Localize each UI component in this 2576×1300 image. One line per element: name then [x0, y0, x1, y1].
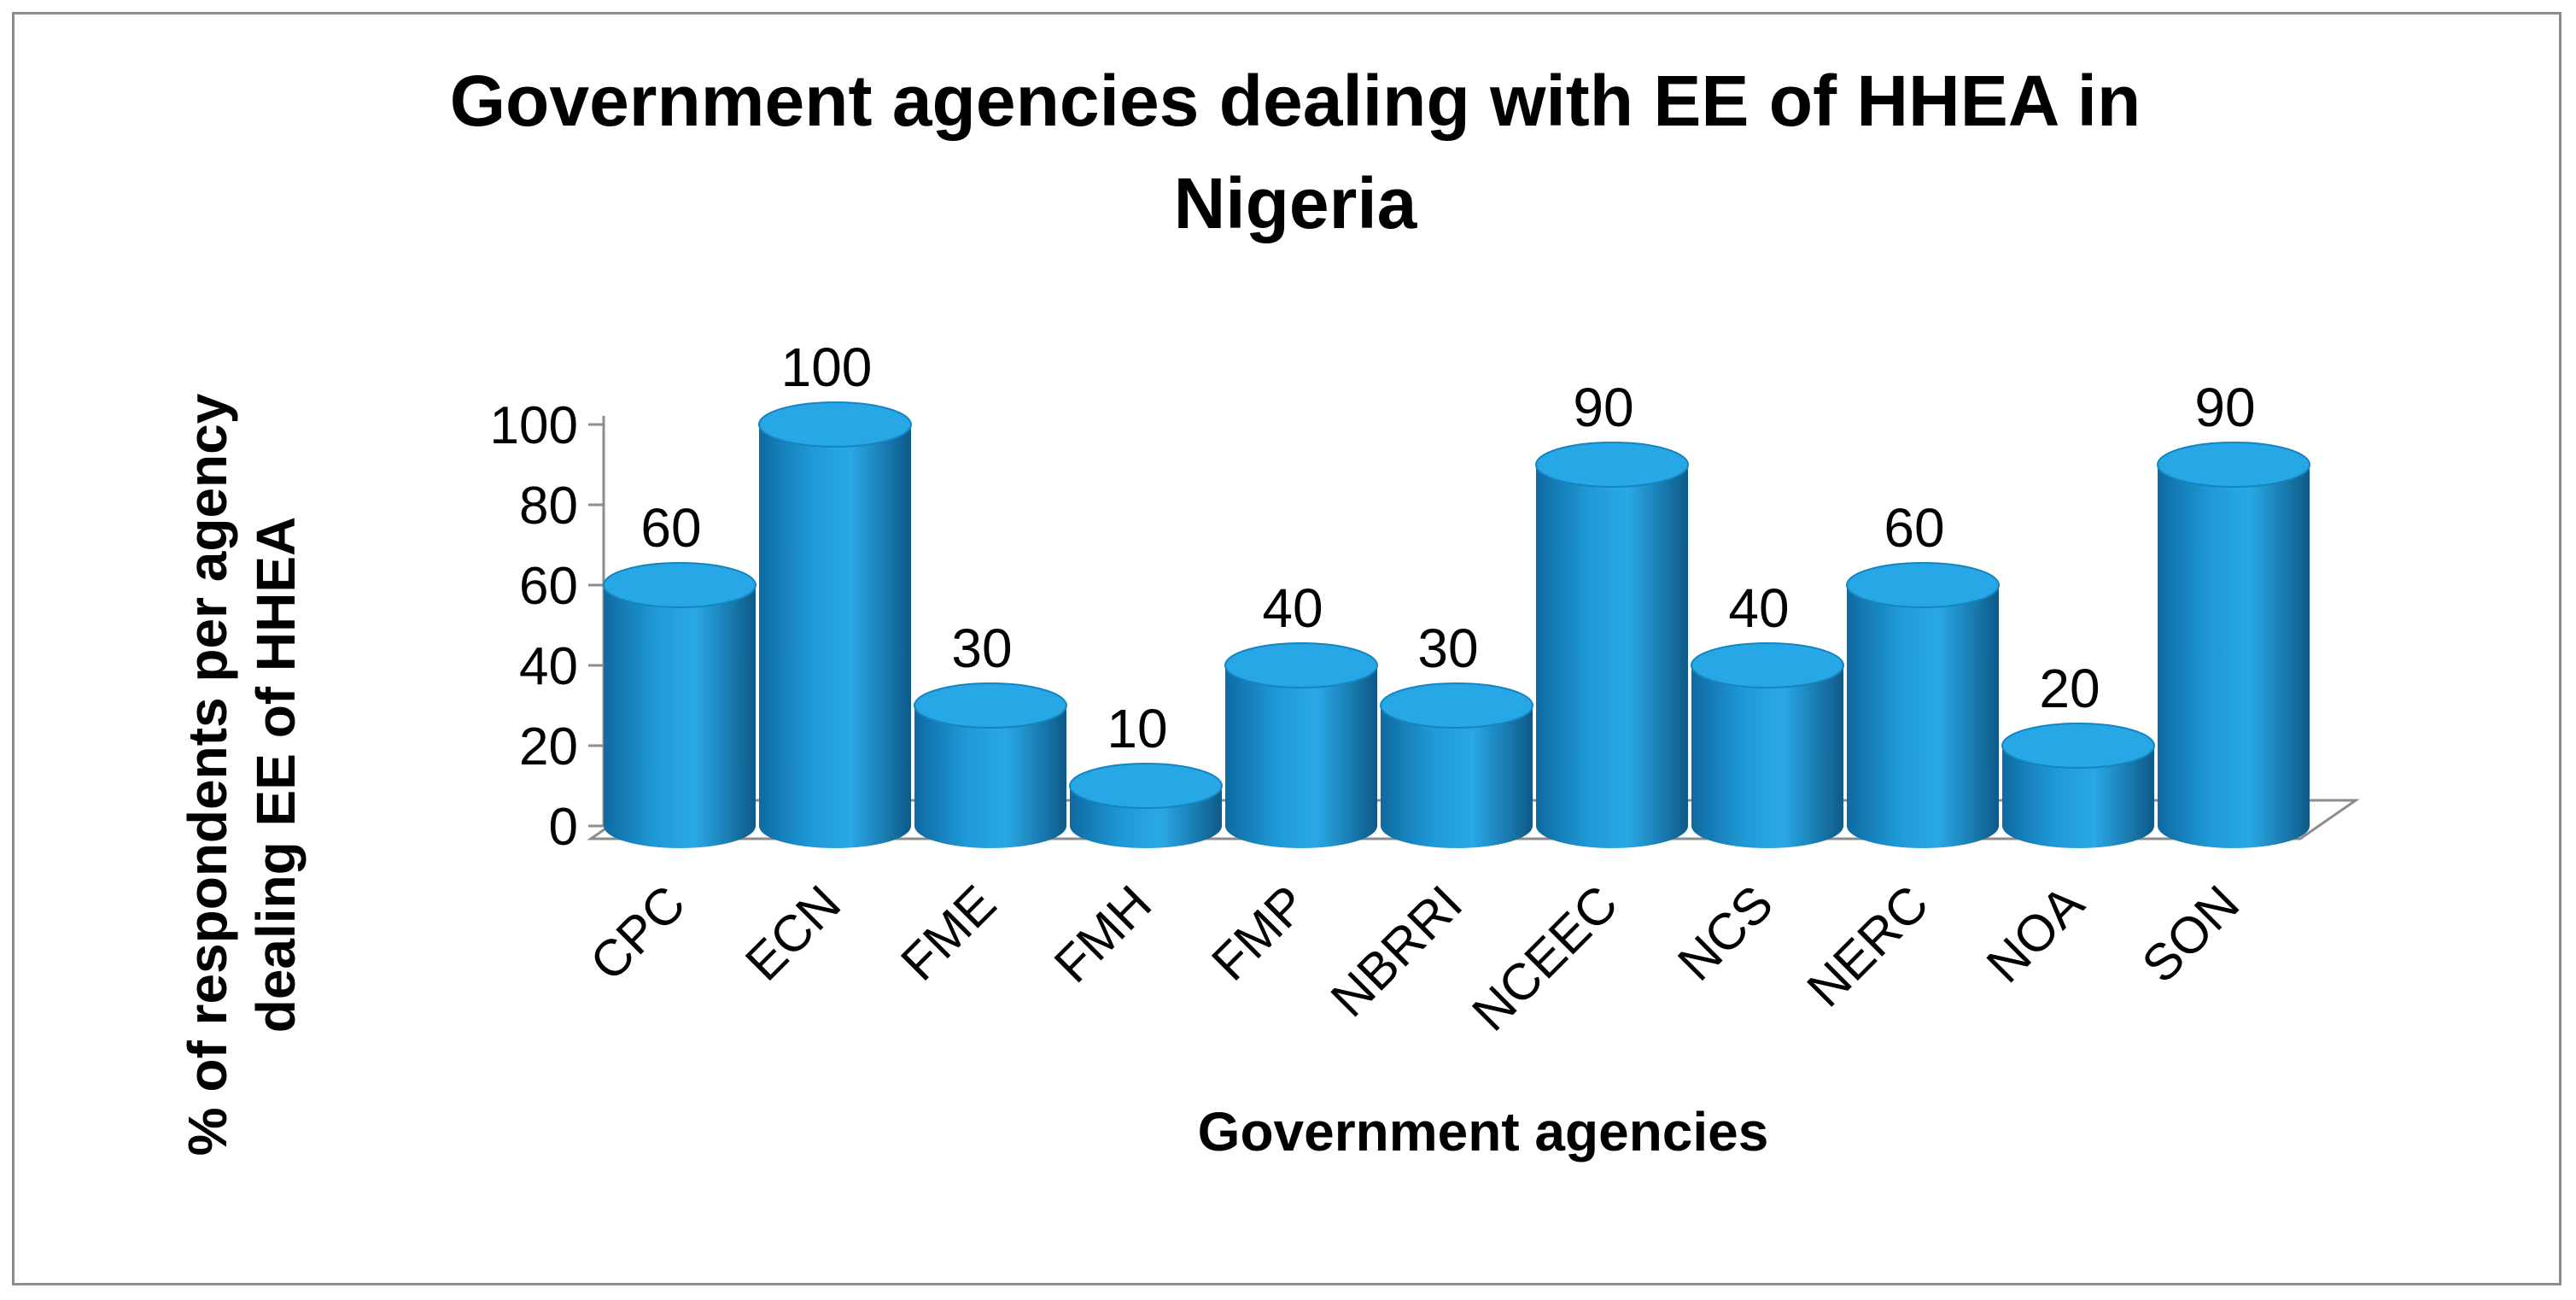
- bar-body: [1691, 665, 1843, 848]
- bar-body: [759, 425, 911, 848]
- bar-top: [2157, 442, 2310, 488]
- bar-top: [603, 562, 756, 608]
- bar-nerc: [1846, 562, 2000, 848]
- bar-ecn: [758, 401, 912, 848]
- category-label: FMH: [1043, 875, 1162, 993]
- category-label: NOA: [1976, 875, 2094, 993]
- bar-fmh: [1069, 763, 1223, 848]
- bar-top: [914, 682, 1067, 729]
- category-label: NERC: [1796, 875, 1940, 1018]
- data-labels: 60 100 30 10 40 30 90 40 60 20 90: [640, 337, 2255, 759]
- bar-top: [2001, 723, 2155, 769]
- bar-top: [1535, 442, 1689, 488]
- y-tick-label: 0: [549, 798, 578, 857]
- data-label: 10: [1107, 698, 1167, 759]
- bar-body: [604, 585, 756, 848]
- bars: [603, 401, 2310, 848]
- category-label: NCEEC: [1461, 875, 1628, 1042]
- bar-top: [1224, 642, 1378, 688]
- y-tick-label: 40: [519, 637, 578, 696]
- data-label: 90: [2194, 377, 2255, 438]
- bar-nbrri: [1380, 682, 1533, 848]
- bar-cpc: [603, 562, 756, 848]
- chart-title-line-2: Nigeria: [1174, 163, 1418, 243]
- y-tick-label: 20: [519, 717, 578, 776]
- bar-top: [1691, 642, 1844, 688]
- data-label: 60: [640, 497, 701, 559]
- y-tick-label: 80: [519, 477, 578, 536]
- bar-ncs: [1691, 642, 1844, 848]
- chart-title-line-1: Government agencies dealing with EE of H…: [450, 61, 2141, 141]
- data-label: 40: [1728, 577, 1789, 639]
- data-label: 60: [1884, 497, 1944, 559]
- bar-top: [1380, 682, 1533, 729]
- bar-body: [1225, 665, 1377, 848]
- bar-top: [758, 401, 912, 448]
- bar-body: [1536, 465, 1688, 848]
- bar-top: [1069, 763, 1223, 809]
- x-axis-title: Government agencies: [1198, 1101, 1769, 1162]
- data-label: 30: [1417, 618, 1478, 679]
- bar-body: [1847, 585, 1999, 848]
- bar-chart: Government agencies dealing with EE of H…: [177, 61, 2360, 1162]
- bar-body: [1381, 706, 1533, 848]
- bar-son: [2157, 442, 2310, 848]
- bar-fmp: [1224, 642, 1378, 848]
- category-label: ECN: [734, 875, 851, 992]
- category-label: NBRRI: [1320, 875, 1473, 1028]
- y-tick-label: 100: [490, 396, 578, 455]
- data-label: 40: [1262, 577, 1323, 639]
- bar-body: [2002, 746, 2154, 848]
- bar-body: [2158, 465, 2310, 848]
- chart-frame: Government agencies dealing with EE of H…: [12, 12, 2561, 1285]
- y-axis-title-line-2: dealing EE of HHEA: [245, 517, 307, 1034]
- bar-fme: [914, 682, 1067, 848]
- data-label: 20: [2039, 658, 2100, 719]
- bar-body: [914, 706, 1066, 848]
- data-label: 90: [1573, 377, 1633, 438]
- data-label: 30: [951, 618, 1012, 679]
- y-axis-title: % of respondents per agency dealing EE o…: [177, 393, 307, 1156]
- category-label: FME: [890, 875, 1007, 992]
- bar-top: [1846, 562, 2000, 608]
- bar-nceec: [1535, 442, 1689, 848]
- bar-noa: [2001, 723, 2155, 848]
- y-axis-title-line-1: % of respondents per agency: [177, 393, 238, 1156]
- y-tick-label: 60: [519, 557, 578, 616]
- category-label: NCS: [1667, 875, 1784, 992]
- data-label: 100: [781, 337, 873, 398]
- category-label: SON: [2131, 875, 2250, 993]
- category-label: FMP: [1200, 875, 1317, 992]
- category-label: CPC: [579, 875, 696, 992]
